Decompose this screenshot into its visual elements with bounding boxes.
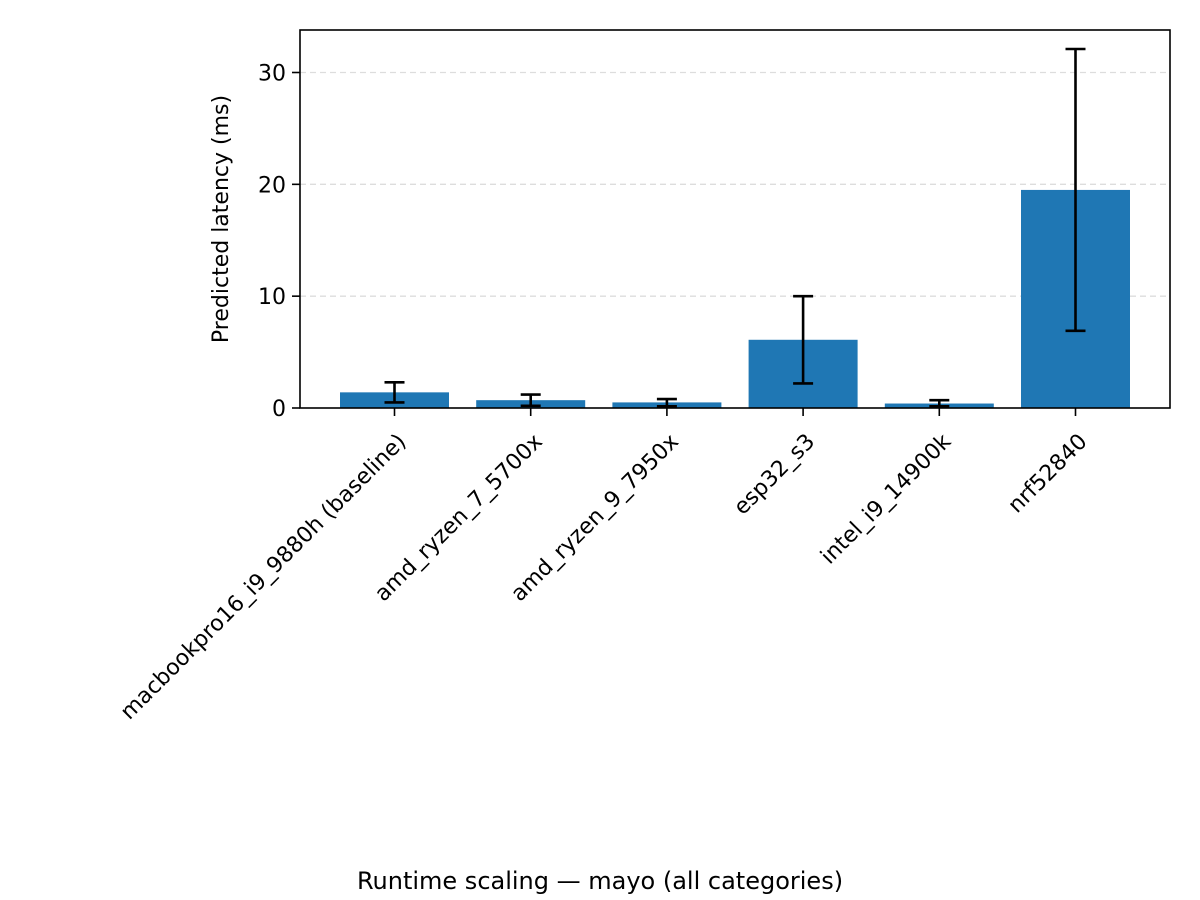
error-bar (793, 294, 814, 385)
error-bars (384, 47, 1086, 408)
y-axis-ticks: 0 10 20 30 (258, 61, 300, 422)
error-bar (656, 397, 677, 408)
x-tick-label: nrf52840 (1004, 429, 1093, 518)
y-tick-label: 10 (258, 285, 286, 310)
error-bar (520, 393, 541, 408)
x-tick-label: esp32_s3 (729, 429, 820, 520)
x-tick-label: intel_i9_14900k (816, 429, 956, 569)
x-tick-label: macbookpro16_i9_9880h (baseline) (116, 429, 412, 725)
y-axis-label: Predicted latency (ms) (209, 95, 234, 343)
error-bar (384, 380, 405, 404)
error-bar (1065, 47, 1086, 333)
y-tick-label: 0 (272, 397, 286, 422)
y-tick-label: 30 (258, 61, 286, 86)
x-axis-ticks: macbookpro16_i9_9880h (baseline)amd_ryze… (116, 408, 1093, 725)
bars (340, 189, 1130, 408)
y-tick-label: 20 (258, 173, 286, 198)
error-bar (929, 398, 950, 408)
x-axis-label: Runtime scaling — mayo (all categories) (357, 867, 843, 895)
plot-frame (299, 29, 1171, 409)
